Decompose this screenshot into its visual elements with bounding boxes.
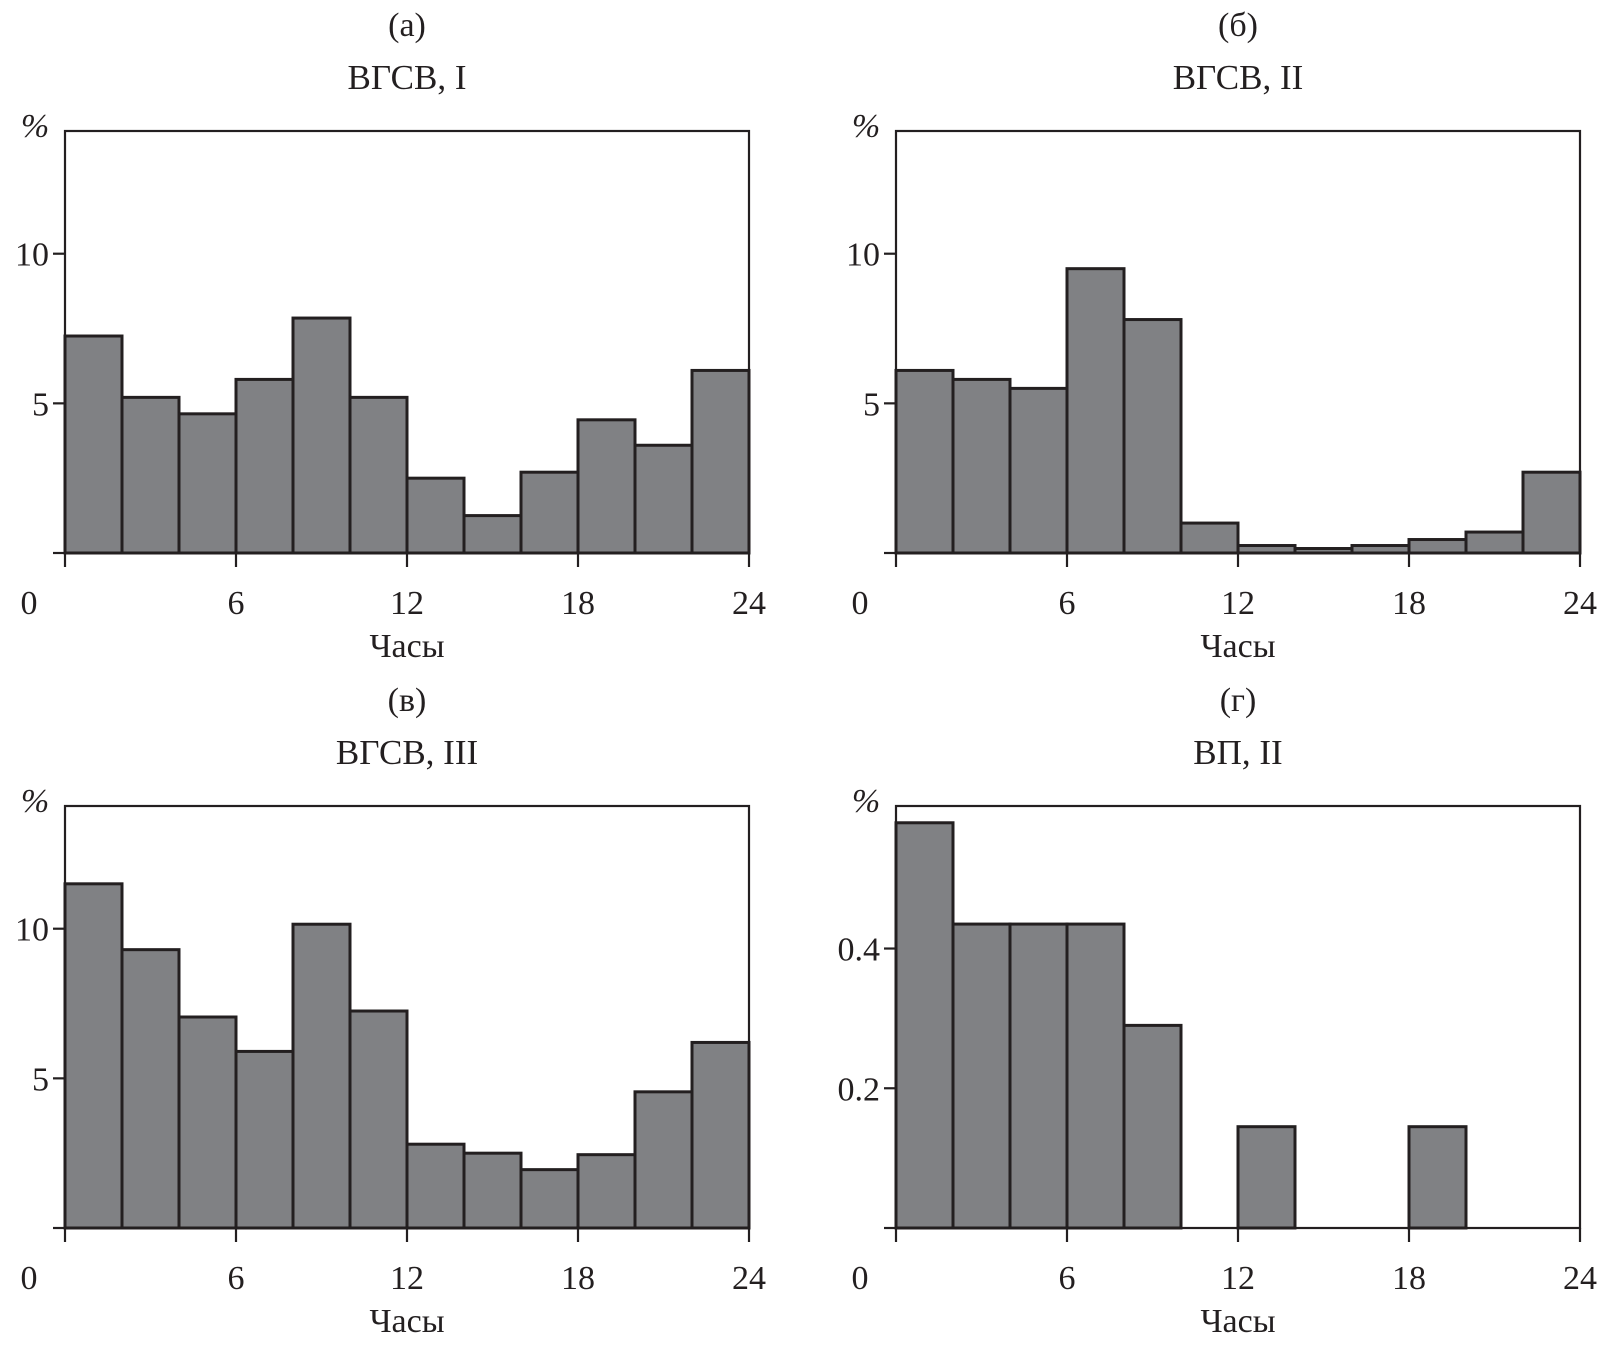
histogram-bar — [63, 882, 124, 1230]
histogram-bar — [120, 395, 181, 555]
histogram-bar — [1065, 267, 1126, 555]
histogram-bar — [348, 1009, 409, 1230]
histogram-bar — [951, 922, 1012, 1230]
histogram-bar — [1407, 1125, 1468, 1230]
x-tick-label: 12 — [390, 585, 424, 622]
x-tick-label: 24 — [1563, 1260, 1597, 1297]
panel-letter: (г) — [1220, 682, 1257, 719]
panel-title: ВГСВ, II — [1173, 58, 1304, 97]
x-tick-label: 18 — [561, 1260, 595, 1297]
histogram-bar — [1008, 922, 1069, 1230]
panel-letter: (а) — [388, 7, 426, 44]
histogram-bar — [462, 514, 523, 555]
panel-letter: (б) — [1218, 7, 1258, 44]
y-tick-label: 10 — [846, 237, 880, 274]
histogram-bar — [519, 1168, 580, 1230]
histogram-bar — [462, 1151, 523, 1230]
histogram-bar — [234, 377, 295, 555]
histogram-bar — [690, 1040, 751, 1230]
x-tick-label: 24 — [732, 585, 766, 622]
x-axis-label: Часы — [1200, 628, 1275, 665]
x-tick-label: 12 — [1221, 1260, 1255, 1297]
histogram-bar — [1236, 544, 1297, 555]
histogram-bar — [1236, 1125, 1297, 1230]
histogram-bar — [177, 1015, 238, 1230]
y-tick-label: 5 — [32, 1061, 49, 1098]
x-tick-label: 18 — [1392, 1260, 1426, 1297]
histogram-bar — [1521, 470, 1582, 555]
y-tick-label: 0.2 — [838, 1071, 881, 1108]
x-tick-label: 6 — [1059, 1260, 1076, 1297]
x-tick-label: 6 — [228, 585, 245, 622]
y-tick-label: 5 — [32, 386, 49, 423]
histogram-bar — [63, 334, 124, 555]
x-tick-label: 12 — [1221, 585, 1255, 622]
x-tick-label: 24 — [1563, 585, 1597, 622]
y-tick-label: 10 — [15, 237, 49, 274]
x-axis-label: Часы — [369, 1303, 444, 1340]
panel-title: ВГСВ, III — [336, 733, 478, 772]
x-tick-label: 24 — [732, 1260, 766, 1297]
histogram-bar — [1065, 922, 1126, 1230]
histogram-bar — [894, 368, 955, 555]
histogram-bar — [1179, 521, 1240, 555]
histogram-bar — [576, 418, 637, 555]
histogram-bar — [177, 412, 238, 555]
y-tick-label: 10 — [15, 912, 49, 949]
x-tick-label: 12 — [390, 1260, 424, 1297]
bars — [63, 316, 751, 555]
panel-b: (б) ВГСВ, II 5 10 0 6 12 18 24 Часы% — [846, 7, 1597, 665]
x-tick-label: 18 — [561, 585, 595, 622]
panel-c: (в) ВГСВ, III 5 10 0 6 12 18 24 Часы% — [15, 682, 766, 1340]
histogram-bar — [291, 316, 352, 555]
x-tick-label: 0 — [21, 1260, 38, 1297]
x-tick-label: 6 — [1059, 585, 1076, 622]
panel-title: ВП, II — [1193, 733, 1282, 772]
histogram-bar — [1122, 318, 1183, 555]
histogram-bar — [234, 1049, 295, 1230]
y-axis-unit-label: % — [852, 108, 880, 145]
x-tick-label: 0 — [852, 585, 869, 622]
histogram-bar — [690, 368, 751, 555]
histogram-bar — [633, 443, 694, 555]
y-axis-unit-label: % — [852, 783, 880, 820]
x-tick-label: 6 — [228, 1260, 245, 1297]
y-axis-unit-label: % — [21, 783, 49, 820]
histogram-bar — [348, 395, 409, 555]
histogram-bar — [1008, 386, 1069, 555]
panel-d: (г) ВП, II 0.2 0.4 0 6 12 18 24 Часы% — [838, 682, 1598, 1340]
x-axis-label: Часы — [369, 628, 444, 665]
y-axis-unit-label: % — [21, 108, 49, 145]
histogram-bar — [576, 1153, 637, 1230]
y-tick-label: 5 — [863, 386, 880, 423]
histogram-bar — [1350, 544, 1411, 555]
histogram-bar — [291, 922, 352, 1230]
x-tick-label: 0 — [852, 1260, 869, 1297]
histogram-bar — [519, 470, 580, 555]
panel-title: ВГСВ, I — [348, 58, 467, 97]
bars — [894, 267, 1582, 555]
bars — [63, 882, 751, 1230]
histogram-bar — [894, 821, 955, 1230]
histogram-bar — [405, 476, 466, 555]
panel-letter: (в) — [388, 682, 427, 719]
bars — [894, 821, 1468, 1230]
histogram-bar — [405, 1142, 466, 1230]
histogram-bar — [1464, 530, 1525, 555]
panel-a: (а) ВГСВ, I 5 10 0 6 12 18 24 Часы% — [15, 7, 766, 665]
histogram-bar — [951, 377, 1012, 555]
histogram-bar — [120, 948, 181, 1230]
x-tick-label: 18 — [1392, 585, 1426, 622]
histogram-bar — [1407, 538, 1468, 555]
histogram-bar — [1122, 1023, 1183, 1230]
histogram-bar — [633, 1090, 694, 1230]
y-tick-label: 0.4 — [838, 932, 881, 969]
x-axis-label: Часы — [1200, 1303, 1275, 1340]
x-tick-label: 0 — [21, 585, 38, 622]
